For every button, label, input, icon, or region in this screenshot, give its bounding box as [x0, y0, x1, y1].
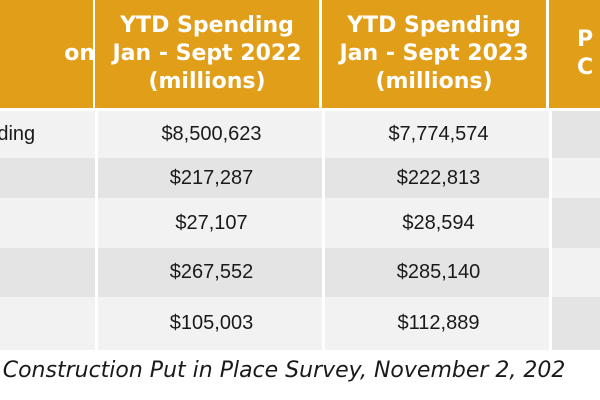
value-2023-cell: $28,594: [322, 198, 552, 248]
value-2022: $8,500,623: [161, 123, 262, 145]
row-label-cell: pending: [0, 111, 95, 158]
value-2023-cell: $222,813: [322, 158, 552, 198]
value-2023-cell: $112,889: [322, 297, 552, 350]
header-cell-ytd-2023: YTD Spending Jan - Sept 2023 (millions): [322, 0, 546, 108]
table-row: $27,107 $28,594: [0, 198, 600, 248]
value-2022-cell: $105,003: [95, 297, 325, 350]
value-2022: $267,552: [169, 261, 254, 283]
value-2023: $222,813: [396, 166, 481, 189]
source-caption: f Construction Put in Place Survey, Nove…: [0, 354, 600, 394]
source-caption-text: f Construction Put in Place Survey, Nove…: [0, 358, 566, 383]
row-label-cell: [0, 248, 95, 297]
percent-change-cell: [549, 111, 600, 158]
value-2023: $112,889: [397, 312, 480, 334]
header-line: (millions): [148, 69, 266, 94]
value-2023-cell: $7,774,574: [322, 111, 552, 158]
table-row: pending $8,500,623 $7,774,574: [0, 111, 600, 158]
header-line: C: [577, 55, 594, 80]
header-line: on: [64, 41, 93, 66]
value-2022-cell: $27,107: [95, 198, 325, 248]
header-cell-percent-change: P C: [549, 0, 600, 108]
value-2023: $28,594: [402, 211, 475, 234]
value-2023: $7,774,574: [388, 123, 489, 145]
header-line: (millions): [375, 69, 493, 94]
header-line: YTD Spending: [120, 13, 294, 38]
header-line: P: [577, 27, 594, 52]
percent-change-cell: [549, 198, 600, 248]
row-label-cell: [0, 297, 95, 350]
row-label: pending: [0, 123, 36, 145]
value-2022-cell: $267,552: [95, 248, 325, 297]
row-label-cell: [0, 198, 95, 248]
percent-change-cell: [549, 248, 600, 297]
value-2022: $105,003: [169, 312, 254, 334]
header-line: Jan - Sept 2022: [112, 41, 302, 66]
value-2022: $217,287: [169, 166, 254, 189]
percent-change-cell: [549, 158, 600, 198]
header-cell-category: on: [0, 0, 93, 108]
table-row: $267,552 $285,140: [0, 248, 600, 297]
value-2022-cell: $8,500,623: [95, 111, 325, 158]
header-cell-ytd-2022: YTD Spending Jan - Sept 2022 (millions): [95, 0, 319, 108]
percent-change-cell: [549, 297, 600, 350]
row-label-cell: [0, 158, 95, 198]
value-2022-cell: $217,287: [95, 158, 325, 198]
table-row: $105,003 $112,889: [0, 297, 600, 350]
value-2022: $27,107: [175, 211, 248, 234]
value-2023-cell: $285,140: [322, 248, 552, 297]
header-line: Jan - Sept 2023: [339, 41, 529, 66]
value-2023: $285,140: [396, 261, 481, 283]
table-row: $217,287 $222,813: [0, 158, 600, 198]
header-line: YTD Spending: [347, 13, 521, 38]
